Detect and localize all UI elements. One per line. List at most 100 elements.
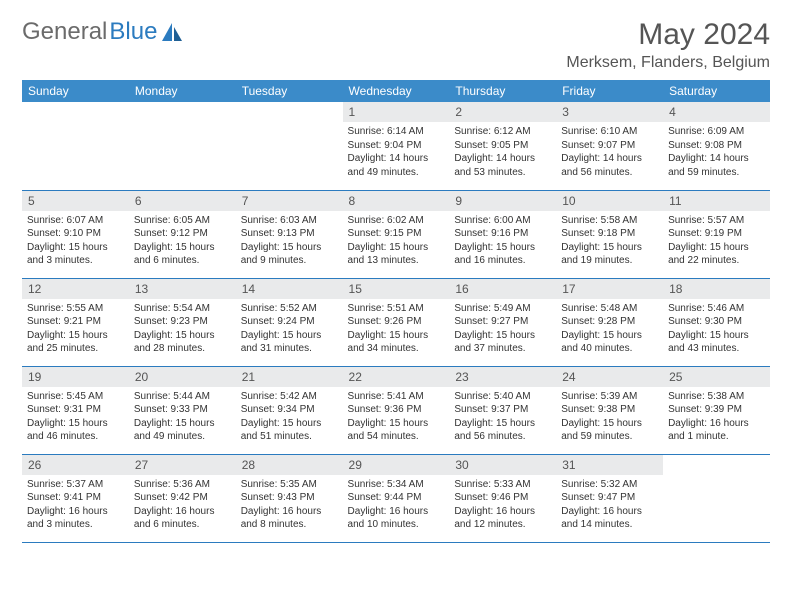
weekday-header: Sunday (22, 80, 129, 102)
calendar-day: 22Sunrise: 5:41 AMSunset: 9:36 PMDayligh… (343, 366, 450, 454)
day-details: Sunrise: 5:42 AMSunset: 9:34 PMDaylight:… (236, 387, 343, 448)
calendar-day: 2Sunrise: 6:12 AMSunset: 9:05 PMDaylight… (449, 102, 556, 190)
day-number: 18 (663, 279, 770, 299)
calendar-day: 31Sunrise: 5:32 AMSunset: 9:47 PMDayligh… (556, 454, 663, 542)
day-number: 22 (343, 367, 450, 387)
day-number: 16 (449, 279, 556, 299)
day-number: 28 (236, 455, 343, 475)
calendar-day: 11Sunrise: 5:57 AMSunset: 9:19 PMDayligh… (663, 190, 770, 278)
day-number: 30 (449, 455, 556, 475)
day-details: Sunrise: 5:34 AMSunset: 9:44 PMDaylight:… (343, 475, 450, 536)
calendar-day: 9Sunrise: 6:00 AMSunset: 9:16 PMDaylight… (449, 190, 556, 278)
month-title: May 2024 (566, 18, 770, 52)
day-number: 3 (556, 102, 663, 122)
title-block: May 2024 Merksem, Flanders, Belgium (566, 18, 770, 72)
day-details: Sunrise: 5:33 AMSunset: 9:46 PMDaylight:… (449, 475, 556, 536)
day-details: Sunrise: 5:40 AMSunset: 9:37 PMDaylight:… (449, 387, 556, 448)
day-number: 21 (236, 367, 343, 387)
day-details: Sunrise: 5:49 AMSunset: 9:27 PMDaylight:… (449, 299, 556, 360)
day-number: 8 (343, 191, 450, 211)
day-number: 7 (236, 191, 343, 211)
day-details: Sunrise: 5:38 AMSunset: 9:39 PMDaylight:… (663, 387, 770, 448)
day-details: Sunrise: 5:41 AMSunset: 9:36 PMDaylight:… (343, 387, 450, 448)
day-number: 25 (663, 367, 770, 387)
calendar-day: 10Sunrise: 5:58 AMSunset: 9:18 PMDayligh… (556, 190, 663, 278)
day-number: 11 (663, 191, 770, 211)
calendar-day: 3Sunrise: 6:10 AMSunset: 9:07 PMDaylight… (556, 102, 663, 190)
calendar-day: 23Sunrise: 5:40 AMSunset: 9:37 PMDayligh… (449, 366, 556, 454)
calendar-day: 6Sunrise: 6:05 AMSunset: 9:12 PMDaylight… (129, 190, 236, 278)
day-details: Sunrise: 6:10 AMSunset: 9:07 PMDaylight:… (556, 122, 663, 183)
calendar-empty (663, 454, 770, 542)
day-number: 12 (22, 279, 129, 299)
day-details: Sunrise: 5:45 AMSunset: 9:31 PMDaylight:… (22, 387, 129, 448)
day-number: 6 (129, 191, 236, 211)
calendar-day: 19Sunrise: 5:45 AMSunset: 9:31 PMDayligh… (22, 366, 129, 454)
calendar-day: 8Sunrise: 6:02 AMSunset: 9:15 PMDaylight… (343, 190, 450, 278)
day-number: 27 (129, 455, 236, 475)
calendar-row: 12Sunrise: 5:55 AMSunset: 9:21 PMDayligh… (22, 278, 770, 366)
weekday-header: Wednesday (343, 80, 450, 102)
calendar-body: 1Sunrise: 6:14 AMSunset: 9:04 PMDaylight… (22, 102, 770, 542)
day-details: Sunrise: 6:05 AMSunset: 9:12 PMDaylight:… (129, 211, 236, 272)
day-details: Sunrise: 6:14 AMSunset: 9:04 PMDaylight:… (343, 122, 450, 183)
day-details: Sunrise: 5:48 AMSunset: 9:28 PMDaylight:… (556, 299, 663, 360)
calendar-row: 5Sunrise: 6:07 AMSunset: 9:10 PMDaylight… (22, 190, 770, 278)
day-details: Sunrise: 5:44 AMSunset: 9:33 PMDaylight:… (129, 387, 236, 448)
calendar-empty (22, 102, 129, 190)
day-number: 29 (343, 455, 450, 475)
calendar-row: 19Sunrise: 5:45 AMSunset: 9:31 PMDayligh… (22, 366, 770, 454)
calendar-day: 30Sunrise: 5:33 AMSunset: 9:46 PMDayligh… (449, 454, 556, 542)
calendar-empty (129, 102, 236, 190)
day-number: 26 (22, 455, 129, 475)
day-details: Sunrise: 5:37 AMSunset: 9:41 PMDaylight:… (22, 475, 129, 536)
day-details: Sunrise: 5:58 AMSunset: 9:18 PMDaylight:… (556, 211, 663, 272)
calendar-day: 18Sunrise: 5:46 AMSunset: 9:30 PMDayligh… (663, 278, 770, 366)
day-details: Sunrise: 5:52 AMSunset: 9:24 PMDaylight:… (236, 299, 343, 360)
calendar-day: 24Sunrise: 5:39 AMSunset: 9:38 PMDayligh… (556, 366, 663, 454)
calendar-day: 27Sunrise: 5:36 AMSunset: 9:42 PMDayligh… (129, 454, 236, 542)
day-details: Sunrise: 5:57 AMSunset: 9:19 PMDaylight:… (663, 211, 770, 272)
sail-icon (161, 22, 183, 42)
calendar-row: 1Sunrise: 6:14 AMSunset: 9:04 PMDaylight… (22, 102, 770, 190)
calendar-day: 4Sunrise: 6:09 AMSunset: 9:08 PMDaylight… (663, 102, 770, 190)
day-number: 19 (22, 367, 129, 387)
calendar-table: SundayMondayTuesdayWednesdayThursdayFrid… (22, 80, 770, 543)
calendar-day: 29Sunrise: 5:34 AMSunset: 9:44 PMDayligh… (343, 454, 450, 542)
day-number: 17 (556, 279, 663, 299)
day-details: Sunrise: 6:03 AMSunset: 9:13 PMDaylight:… (236, 211, 343, 272)
calendar-day: 7Sunrise: 6:03 AMSunset: 9:13 PMDaylight… (236, 190, 343, 278)
day-details: Sunrise: 5:46 AMSunset: 9:30 PMDaylight:… (663, 299, 770, 360)
day-number: 24 (556, 367, 663, 387)
day-number: 10 (556, 191, 663, 211)
calendar-day: 1Sunrise: 6:14 AMSunset: 9:04 PMDaylight… (343, 102, 450, 190)
weekday-header: Tuesday (236, 80, 343, 102)
day-details: Sunrise: 5:39 AMSunset: 9:38 PMDaylight:… (556, 387, 663, 448)
calendar-day: 20Sunrise: 5:44 AMSunset: 9:33 PMDayligh… (129, 366, 236, 454)
day-number: 9 (449, 191, 556, 211)
day-number: 13 (129, 279, 236, 299)
weekday-header-row: SundayMondayTuesdayWednesdayThursdayFrid… (22, 80, 770, 102)
day-details: Sunrise: 6:07 AMSunset: 9:10 PMDaylight:… (22, 211, 129, 272)
day-number: 2 (449, 102, 556, 122)
day-details: Sunrise: 5:32 AMSunset: 9:47 PMDaylight:… (556, 475, 663, 536)
day-number: 31 (556, 455, 663, 475)
day-number: 14 (236, 279, 343, 299)
calendar-empty (236, 102, 343, 190)
header: GeneralBlue May 2024 Merksem, Flanders, … (22, 18, 770, 72)
location-text: Merksem, Flanders, Belgium (566, 54, 770, 72)
calendar-day: 17Sunrise: 5:48 AMSunset: 9:28 PMDayligh… (556, 278, 663, 366)
weekday-header: Monday (129, 80, 236, 102)
day-details: Sunrise: 6:00 AMSunset: 9:16 PMDaylight:… (449, 211, 556, 272)
day-details: Sunrise: 5:54 AMSunset: 9:23 PMDaylight:… (129, 299, 236, 360)
day-number: 23 (449, 367, 556, 387)
calendar-day: 12Sunrise: 5:55 AMSunset: 9:21 PMDayligh… (22, 278, 129, 366)
weekday-header: Saturday (663, 80, 770, 102)
calendar-day: 21Sunrise: 5:42 AMSunset: 9:34 PMDayligh… (236, 366, 343, 454)
day-details: Sunrise: 6:02 AMSunset: 9:15 PMDaylight:… (343, 211, 450, 272)
day-number: 15 (343, 279, 450, 299)
calendar-day: 14Sunrise: 5:52 AMSunset: 9:24 PMDayligh… (236, 278, 343, 366)
day-details: Sunrise: 5:55 AMSunset: 9:21 PMDaylight:… (22, 299, 129, 360)
day-number: 1 (343, 102, 450, 122)
weekday-header: Friday (556, 80, 663, 102)
